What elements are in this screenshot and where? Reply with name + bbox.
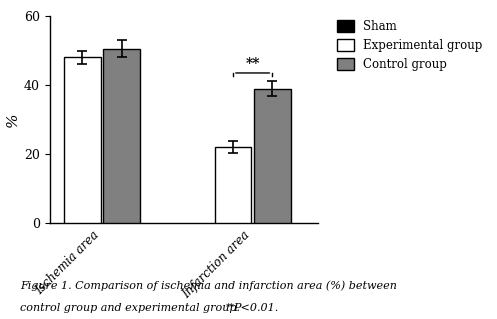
Text: control group and experimental group.: control group and experimental group.: [20, 303, 244, 313]
Text: **: **: [246, 57, 260, 71]
Legend: Sham, Experimental group, Control group: Sham, Experimental group, Control group: [334, 18, 485, 73]
Bar: [254, 88, 291, 223]
Text: P<0.01.: P<0.01.: [234, 303, 279, 313]
Text: **: **: [226, 303, 235, 312]
Bar: [64, 57, 101, 223]
Y-axis label: %: %: [6, 112, 20, 127]
Text: Figure 1. Comparison of ischemia and infarction area (%) between: Figure 1. Comparison of ischemia and inf…: [20, 281, 397, 291]
Bar: [103, 49, 140, 223]
Bar: [215, 147, 251, 223]
